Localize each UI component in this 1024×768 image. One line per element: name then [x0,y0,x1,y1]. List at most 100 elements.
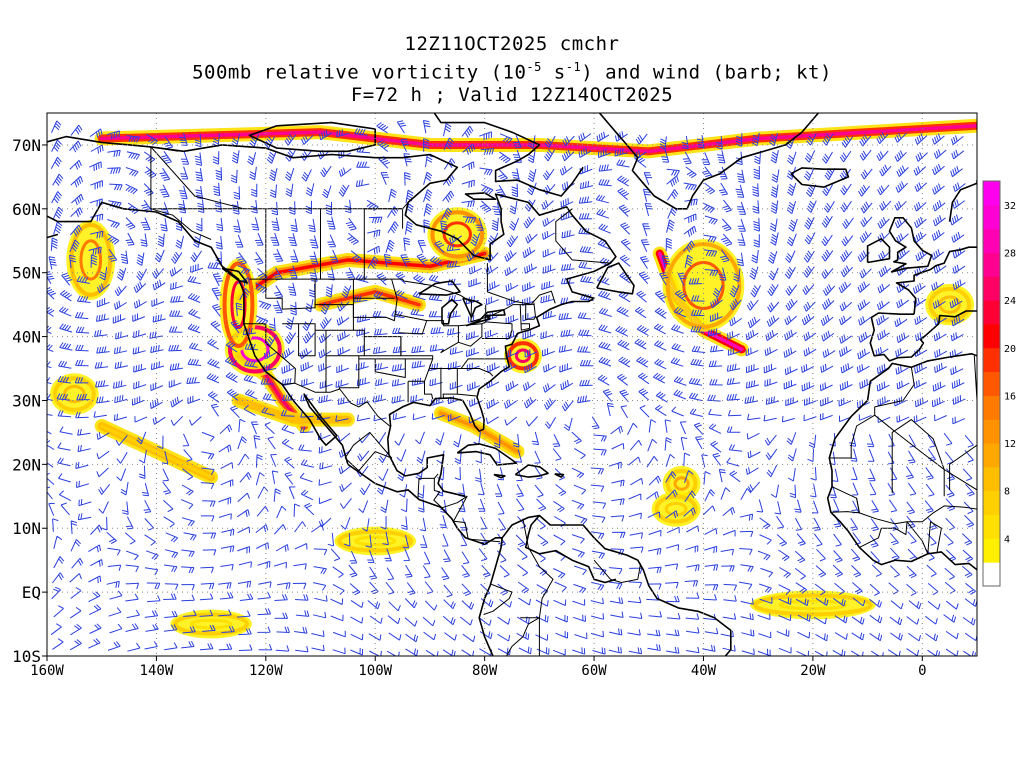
great-lake-michigan [441,298,459,325]
vorticity-blob-ring [52,376,96,412]
lon-label: 100W [358,663,392,679]
lon-label: 140W [140,663,174,679]
vorticity-blob-ring [69,222,113,297]
us-state-lines-23 [479,368,494,377]
us-state-lines-24 [457,393,477,397]
us-state-lines-11 [358,358,406,378]
us-state-lines-9 [338,355,360,390]
africa-borders-6 [859,521,942,555]
gulf-atlantic-coast [501,514,732,656]
hispaniola-coast [514,464,549,478]
lat-label: 70N [12,136,41,155]
baffin-coast [433,113,584,197]
title-line-2: 500mb relative vorticity (10-5 s-1) and … [0,56,1024,84]
colorbar-label: 12 [1004,439,1016,450]
lat-label: EQ [22,583,41,602]
us-state-lines-3 [282,323,316,357]
colorbar-swatch [983,538,1000,563]
alaska-border [150,146,212,240]
us-mexico-border [281,382,391,428]
wind-barb-field [47,120,977,656]
us-state-lines-25 [481,321,513,339]
iberia-coast [869,310,977,362]
britain-coast [888,217,933,273]
title-line-1: 12Z11OCT2025 cmchr [404,33,620,55]
title-line-2-pre: 500mb relative vorticity (10 [192,61,527,84]
canada-provincial-7 [555,208,611,264]
vorticity-blob-ring [430,210,485,259]
colorbar-label: 24 [1004,296,1016,307]
hudson-islands [464,192,497,200]
colorbar-swatch [983,323,1000,349]
arctic-islands [248,121,377,153]
colorbar-swatch [983,252,1000,277]
africa-borders-8 [874,367,915,408]
africa-borders-5 [830,486,860,514]
puerto-rico-coast [554,473,565,478]
central-america-gulf [47,135,617,498]
lon-label: 160W [30,663,64,679]
us-state-lines-14 [424,381,434,400]
us-canada-border [249,278,556,323]
title-exponent-2: -1 [565,60,582,74]
lat-label: 60N [12,200,41,219]
us-state-lines-16 [400,336,434,359]
vorticity-blob-core [442,221,472,248]
vorticity-blob-core [79,239,103,281]
vorticity-blob-ring [753,593,873,617]
mexico-states [344,431,393,472]
newfoundland-coast [596,262,635,295]
title-line-2-mid: s [541,61,566,84]
canada-provincial-4 [486,263,534,306]
colorbar-swatch [983,466,1000,492]
africa-coast [826,352,977,571]
africa-borders-1 [874,414,977,491]
greenland-coast [598,113,820,210]
africa-borders-3 [856,498,977,525]
lat-label: 50N [12,264,41,283]
africa-borders-4 [891,419,945,497]
colorbar-swatch [983,347,1000,373]
africa-borders-2 [829,406,876,459]
aleutian-coast [47,233,59,239]
ecuador-peru [483,583,513,615]
brazil-borders [593,559,642,583]
title-exponent-1: -5 [526,60,542,74]
colorbar-label: 28 [1004,248,1016,259]
colorbar-swatch [983,371,1000,396]
great-lake-superior [418,280,461,296]
lon-label: 20W [800,663,826,679]
jamaica-coast [493,473,506,479]
title-block: 12Z11OCT2025 cmchr 500mb relative vortic… [0,33,1024,107]
vorticity-band-core [318,290,421,307]
colorbar-swatch [983,276,1000,301]
vorticity-blob-ring [507,341,539,371]
wind-barbs [47,120,977,656]
vorticity-band-core [236,398,350,422]
colorbar-swatch [983,181,1000,206]
us-state-lines-20 [429,358,508,369]
colorbar: 4 8 12 16 20 24 28 32 [982,180,1016,587]
gridlines [47,113,977,656]
colorbar-swatch [983,228,1000,253]
lat-label: 30N [12,391,41,410]
south-america-inland [524,514,617,584]
mexico-guatemala [417,473,439,499]
colorbar-label: 8 [1004,487,1010,498]
south-america-borders [506,518,554,656]
lon-label: 40W [691,663,717,679]
colorbar-swatch [983,562,1000,587]
lat-label: 10N [12,519,41,538]
vorticity-blob-core [354,535,397,547]
canada-provincial-6 [150,146,245,210]
lat-label: 20N [12,455,41,474]
great-lake-huron [462,297,483,319]
lon-label: 120W [249,663,283,679]
lon-label: 60W [581,663,607,679]
colorbar-label: 20 [1004,344,1016,355]
colorbar-swatch [983,204,1000,230]
vorticity-blob-ring [928,286,972,323]
cuba-coast [456,443,518,466]
